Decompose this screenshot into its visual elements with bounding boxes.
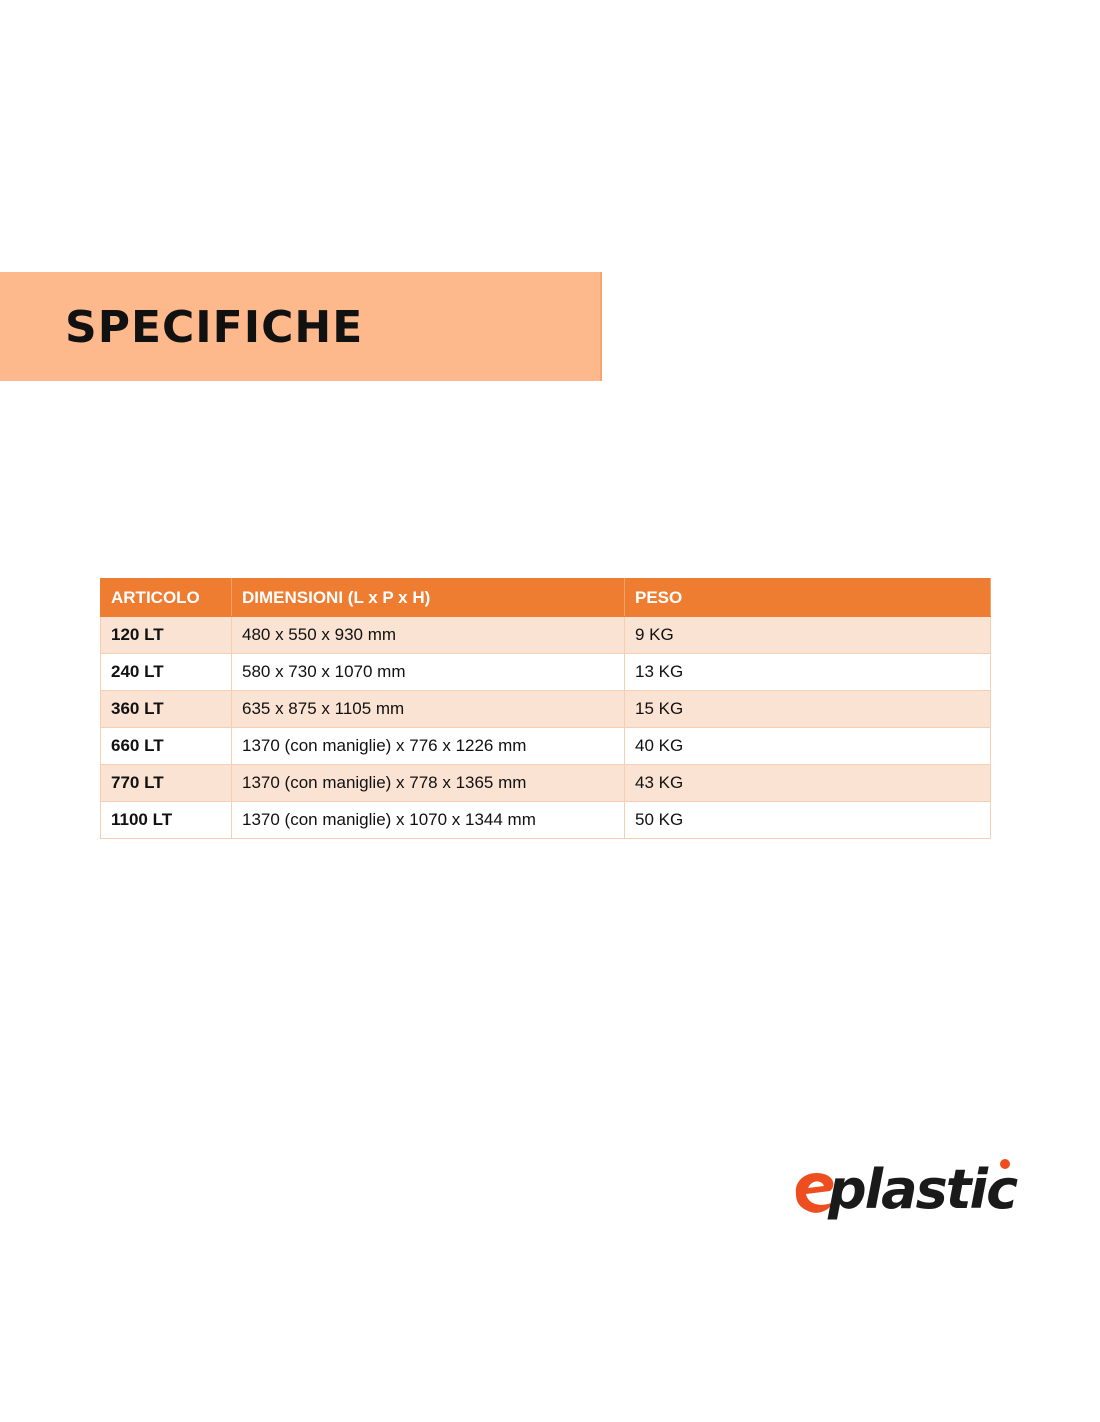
cell-articolo: 360 LT	[100, 690, 232, 728]
table-row: 120 LT 480 x 550 x 930 mm 9 KG	[100, 616, 991, 654]
header-dimensioni: DIMENSIONI (L x P x H)	[231, 578, 625, 617]
cell-articolo: 1100 LT	[100, 801, 232, 839]
cell-dimensioni: 1370 (con maniglie) x 776 x 1226 mm	[231, 727, 625, 765]
cell-articolo: 120 LT	[100, 616, 232, 654]
table-row: 770 LT 1370 (con maniglie) x 778 x 1365 m…	[100, 764, 991, 802]
table-row: 240 LT 580 x 730 x 1070 mm 13 KG	[100, 653, 991, 691]
eplastic-logo: plastic	[795, 1158, 1020, 1221]
svg-text:plastic: plastic	[827, 1158, 1018, 1221]
cell-dimensioni: 480 x 550 x 930 mm	[231, 616, 625, 654]
table-row: 660 LT 1370 (con maniglie) x 776 x 1226 m…	[100, 727, 991, 765]
table-row: 1100 LT 1370 (con maniglie) x 1070 x 1344…	[100, 801, 991, 839]
cell-articolo: 770 LT	[100, 764, 232, 802]
logo-e-swoosh	[795, 1172, 834, 1213]
cell-articolo: 240 LT	[100, 653, 232, 691]
section-banner: SPECIFICHE	[0, 272, 602, 381]
cell-peso: 13 KG	[624, 653, 991, 691]
cell-peso: 43 KG	[624, 764, 991, 802]
header-articolo: ARTICOLO	[100, 578, 232, 617]
header-peso: PESO	[624, 578, 991, 617]
cell-peso: 9 KG	[624, 616, 991, 654]
cell-dimensioni: 635 x 875 x 1105 mm	[231, 690, 625, 728]
cell-peso: 15 KG	[624, 690, 991, 728]
cell-dimensioni: 1370 (con maniglie) x 778 x 1365 mm	[231, 764, 625, 802]
page-title: SPECIFICHE	[65, 302, 364, 353]
table-row: 360 LT 635 x 875 x 1105 mm 15 KG	[100, 690, 991, 728]
table-header-row: ARTICOLO DIMENSIONI (L x P x H) PESO	[100, 578, 991, 617]
cell-peso: 50 KG	[624, 801, 991, 839]
cell-articolo: 660 LT	[100, 727, 232, 765]
spec-table: ARTICOLO DIMENSIONI (L x P x H) PESO 120…	[100, 578, 991, 839]
cell-peso: 40 KG	[624, 727, 991, 765]
cell-dimensioni: 580 x 730 x 1070 mm	[231, 653, 625, 691]
logo-i-dot	[1000, 1159, 1010, 1169]
cell-dimensioni: 1370 (con maniglie) x 1070 x 1344 mm	[231, 801, 625, 839]
